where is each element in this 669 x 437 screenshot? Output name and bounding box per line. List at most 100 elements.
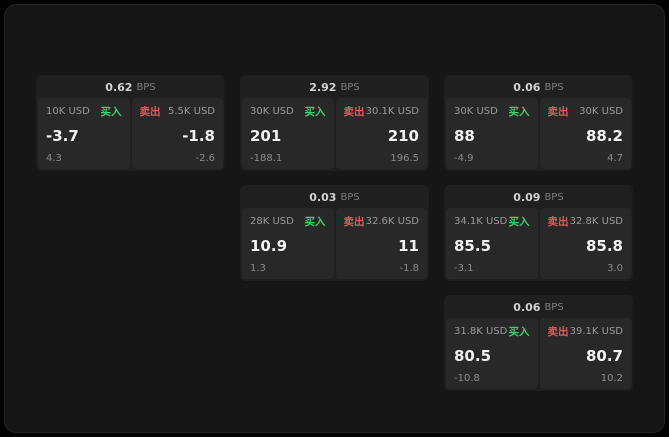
buy-panel[interactable]: 30K USD 买入 88 -4.9 — [446, 98, 538, 169]
buy-sub-value: -10.8 — [454, 373, 480, 384]
sell-size: 32.6K USD — [365, 216, 419, 227]
buy-price: 88 — [454, 126, 475, 145]
quote-card: 0.06 BPS 31.8K USD 买入 80.5 -10.8 卖出 39.1… — [444, 295, 633, 391]
sell-panel[interactable]: 卖出 30K USD 88.2 4.7 — [539, 98, 631, 169]
buy-size: 31.8K USD — [454, 326, 508, 337]
buy-price: 201 — [250, 126, 282, 145]
buy-price: 85.5 — [454, 236, 492, 255]
spread-header: 0.62 BPS — [38, 77, 223, 98]
spread-header: 0.06 BPS — [446, 297, 631, 318]
quote-card: 0.06 BPS 30K USD 买入 88 -4.9 卖出 30K USD — [444, 75, 633, 171]
app-background: 0.62 BPS 10K USD 买入 -3.7 4.3 卖出 5.5K USD — [4, 4, 665, 433]
sell-price: 88.2 — [585, 126, 623, 145]
sell-sub-value: 4.7 — [607, 153, 623, 164]
sell-panel-header: 卖出 32.8K USD — [548, 214, 624, 229]
quote-card: 0.09 BPS 34.1K USD 买入 85.5 -3.1 卖出 32.8K… — [444, 185, 633, 281]
sell-price: 85.8 — [585, 236, 623, 255]
sell-size: 5.5K USD — [167, 106, 215, 117]
sell-panel[interactable]: 卖出 32.8K USD 85.8 3.0 — [539, 208, 631, 279]
buy-size: 34.1K USD — [454, 216, 508, 227]
spread-header: 0.03 BPS — [242, 187, 427, 208]
sell-panel[interactable]: 卖出 5.5K USD -1.8 -2.6 — [131, 98, 223, 169]
sell-panel[interactable]: 卖出 39.1K USD 80.7 10.2 — [539, 318, 631, 389]
sell-side-label: 卖出 — [343, 216, 365, 228]
spread-value: 0.09 — [513, 191, 541, 204]
sell-sub-value: -1.8 — [399, 263, 419, 274]
spread-value: 2.92 — [309, 81, 337, 94]
buy-sub-value: -4.9 — [454, 153, 474, 164]
buy-price: -3.7 — [46, 126, 79, 145]
buy-side-label: 买入 — [304, 216, 326, 228]
buy-panel[interactable]: 34.1K USD 买入 85.5 -3.1 — [446, 208, 538, 279]
quote-card-body: 34.1K USD 买入 85.5 -3.1 卖出 32.8K USD 85.8… — [446, 208, 631, 279]
spread-unit-label: BPS — [136, 82, 156, 93]
spread-header: 2.92 BPS — [242, 77, 427, 98]
sell-side-label: 卖出 — [139, 106, 161, 118]
quote-card: 0.62 BPS 10K USD 买入 -3.7 4.3 卖出 5.5K USD — [36, 75, 225, 171]
buy-panel-header: 34.1K USD 买入 — [454, 214, 530, 229]
spread-unit-label: BPS — [340, 192, 360, 203]
buy-sub-value: -188.1 — [250, 153, 283, 164]
quote-card: 2.92 BPS 30K USD 买入 201 -188.1 卖出 30.1K … — [240, 75, 429, 171]
sell-price: 80.7 — [585, 346, 623, 365]
buy-panel-header: 30K USD 买入 — [250, 104, 326, 119]
buy-size: 28K USD — [250, 216, 294, 227]
buy-size: 10K USD — [46, 106, 90, 117]
quote-card-body: 31.8K USD 买入 80.5 -10.8 卖出 39.1K USD 80.… — [446, 318, 631, 389]
buy-sub-value: 4.3 — [46, 153, 62, 164]
sell-sub-value: 3.0 — [607, 263, 623, 274]
spread-unit-label: BPS — [340, 82, 360, 93]
sell-side-label: 卖出 — [547, 106, 569, 118]
buy-price: 10.9 — [250, 236, 288, 255]
quote-card-body: 28K USD 买入 10.9 1.3 卖出 32.6K USD 11 -1.8 — [242, 208, 427, 279]
sell-price: 11 — [398, 236, 419, 255]
sell-side-label: 卖出 — [343, 106, 365, 118]
quote-card-body: 30K USD 买入 201 -188.1 卖出 30.1K USD 210 1… — [242, 98, 427, 169]
buy-panel[interactable]: 31.8K USD 买入 80.5 -10.8 — [446, 318, 538, 389]
sell-panel-header: 卖出 5.5K USD — [140, 104, 216, 119]
spread-header: 0.09 BPS — [446, 187, 631, 208]
buy-panel-header: 30K USD 买入 — [454, 104, 530, 119]
buy-side-label: 买入 — [508, 106, 530, 118]
sell-panel[interactable]: 卖出 30.1K USD 210 196.5 — [335, 98, 427, 169]
buy-panel[interactable]: 10K USD 买入 -3.7 4.3 — [38, 98, 130, 169]
spread-value: 0.06 — [513, 301, 541, 314]
sell-side-label: 卖出 — [547, 216, 569, 228]
sell-sub-value: 196.5 — [390, 153, 419, 164]
buy-panel[interactable]: 30K USD 买入 201 -188.1 — [242, 98, 334, 169]
buy-panel-header: 10K USD 买入 — [46, 104, 122, 119]
quote-card: 0.03 BPS 28K USD 买入 10.9 1.3 卖出 32.6K US… — [240, 185, 429, 281]
buy-size: 30K USD — [454, 106, 498, 117]
sell-side-label: 卖出 — [547, 326, 569, 338]
sell-size: 30K USD — [579, 106, 623, 117]
buy-panel[interactable]: 28K USD 买入 10.9 1.3 — [242, 208, 334, 279]
buy-side-label: 买入 — [100, 106, 122, 118]
spread-value: 0.06 — [513, 81, 541, 94]
sell-size: 32.8K USD — [569, 216, 623, 227]
sell-sub-value: 10.2 — [600, 373, 623, 384]
sell-size: 30.1K USD — [365, 106, 419, 117]
buy-price: 80.5 — [454, 346, 492, 365]
spread-value: 0.62 — [105, 81, 133, 94]
spread-unit-label: BPS — [544, 82, 564, 93]
buy-panel-header: 28K USD 买入 — [250, 214, 326, 229]
buy-panel-header: 31.8K USD 买入 — [454, 324, 530, 339]
spread-unit-label: BPS — [544, 302, 564, 313]
spread-header: 0.06 BPS — [446, 77, 631, 98]
quote-card-grid: 0.62 BPS 10K USD 买入 -3.7 4.3 卖出 5.5K USD — [36, 75, 633, 391]
spread-value: 0.03 — [309, 191, 337, 204]
spread-unit-label: BPS — [544, 192, 564, 203]
buy-side-label: 买入 — [304, 106, 326, 118]
sell-panel[interactable]: 卖出 32.6K USD 11 -1.8 — [335, 208, 427, 279]
sell-panel-header: 卖出 39.1K USD — [548, 324, 624, 339]
sell-sub-value: -2.6 — [195, 153, 215, 164]
quote-card-body: 30K USD 买入 88 -4.9 卖出 30K USD 88.2 4.7 — [446, 98, 631, 169]
sell-panel-header: 卖出 30K USD — [548, 104, 624, 119]
buy-sub-value: 1.3 — [250, 263, 266, 274]
buy-side-label: 买入 — [508, 326, 530, 338]
buy-sub-value: -3.1 — [454, 263, 474, 274]
buy-size: 30K USD — [250, 106, 294, 117]
buy-side-label: 买入 — [508, 216, 530, 228]
quote-card-body: 10K USD 买入 -3.7 4.3 卖出 5.5K USD -1.8 -2.… — [38, 98, 223, 169]
sell-price: 210 — [387, 126, 419, 145]
